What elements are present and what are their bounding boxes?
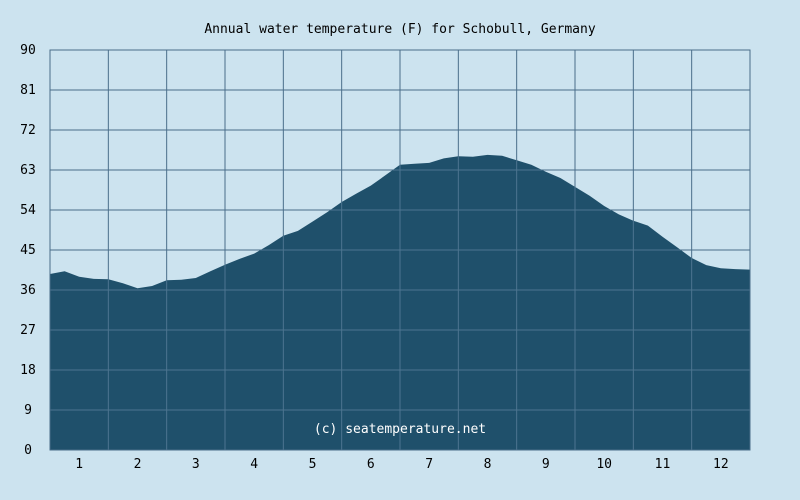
y-tick-label: 27 — [20, 323, 36, 338]
grid-lines-over-area — [50, 154, 750, 450]
y-tick-label: 18 — [20, 363, 36, 378]
x-tick-label: 3 — [192, 457, 200, 472]
x-tick-label: 11 — [655, 457, 671, 472]
x-tick-label: 12 — [713, 457, 729, 472]
y-tick-label: 45 — [20, 243, 36, 258]
x-tick-label: 7 — [425, 457, 433, 472]
chart-title: Annual water temperature (F) for Schobul… — [204, 22, 596, 37]
y-tick-label: 0 — [24, 443, 32, 458]
x-tick-label: 10 — [596, 457, 612, 472]
plot-frame — [49, 49, 751, 451]
y-tick-label: 63 — [20, 163, 36, 178]
y-axis-tick-labels: 0 9 18 27 36 45 54 63 72 81 90 — [20, 43, 36, 458]
y-tick-label: 90 — [20, 43, 36, 58]
x-tick-label: 2 — [134, 457, 142, 472]
x-tick-label: 6 — [367, 457, 375, 472]
y-tick-label: 36 — [20, 283, 36, 298]
x-tick-label: 1 — [75, 457, 83, 472]
y-tick-label: 72 — [20, 123, 36, 138]
watermark: (c) seatemperature.net — [314, 422, 486, 437]
grid-over-area — [50, 154, 750, 450]
y-tick-label: 54 — [20, 203, 36, 218]
x-tick-label: 5 — [309, 457, 317, 472]
x-tick-label: 8 — [484, 457, 492, 472]
x-tick-label: 4 — [250, 457, 258, 472]
y-tick-label: 9 — [24, 403, 32, 418]
x-axis-tick-labels: 1 2 3 4 5 6 7 8 9 10 11 12 — [75, 457, 728, 472]
x-tick-label: 9 — [542, 457, 550, 472]
y-tick-label: 81 — [20, 83, 36, 98]
